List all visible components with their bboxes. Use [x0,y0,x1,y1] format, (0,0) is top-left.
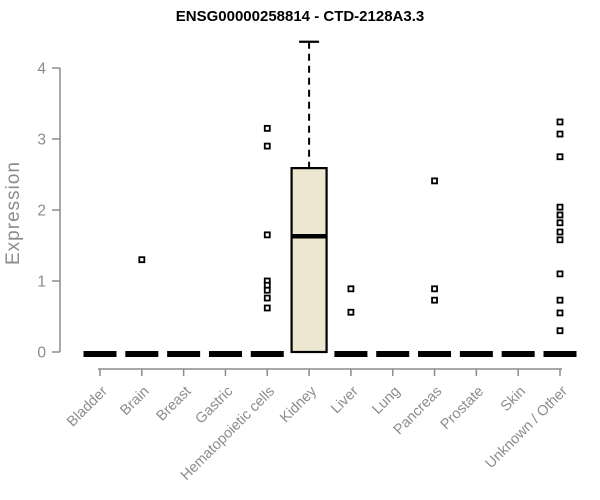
outlier-point [263,124,271,132]
boxplot-skin [501,351,535,357]
boxplot-prostate [459,351,493,357]
collapsed-box [501,351,535,357]
x-tick-label-liver: Liver [328,383,362,417]
outlier-point [556,296,564,304]
y-axis: 0 1 2 3 4 [37,61,61,362]
x-tick-label-kidney: Kidney [277,383,320,426]
boxplot-unknown-other [543,118,577,357]
boxplot-pancreas [418,177,452,357]
boxplot-brain [125,256,159,357]
collapsed-box [83,351,117,357]
collapsed-box [208,351,242,357]
y-tick-label: 2 [37,203,46,220]
collapsed-box [250,351,284,357]
outlier-point [431,296,438,304]
outlier-point [431,177,438,185]
y-tick-label: 4 [37,61,46,78]
collapsed-box [334,351,368,357]
outlier-point [263,304,271,312]
outlier-point [556,130,564,138]
outlier-point [263,294,271,302]
collapsed-box [459,351,493,357]
x-tick-label-lung: Lung [369,384,403,418]
boxplot-gastric [208,351,242,357]
x-tick-label-bladder: Bladder [64,383,111,430]
outlier-point [556,228,564,236]
box [290,167,328,354]
boxplot-kidney [290,40,328,354]
outlier-point [347,308,355,316]
outlier-point [263,286,271,294]
x-tick-label-breast: Breast [154,384,195,425]
x-tick-label-skin: Skin [498,384,529,415]
y-tick-label: 3 [37,132,46,149]
outlier-point [556,118,564,126]
collapsed-box [418,351,452,357]
outlier-point [556,270,564,278]
y-tick-label: 1 [37,274,46,291]
collapsed-box [125,351,159,357]
outlier-point [556,211,564,219]
boxplot-hematopoietic-cells [250,124,284,357]
boxplot-liver [334,285,368,357]
boxplot-bladder [83,351,117,357]
boxplot-lung [376,351,410,357]
y-tick-label: 0 [37,345,46,362]
boxplot-breast [167,351,201,357]
outlier-point [347,285,355,293]
outlier-point [556,327,564,335]
collapsed-box [167,351,201,357]
chart-title: ENSG00000258814 - CTD-2128A3.3 [175,8,425,25]
outlier-point [431,285,438,293]
outlier-point [263,142,271,150]
outlier-point [556,236,564,244]
outlier-point [556,153,564,161]
outlier-point [263,231,271,239]
collapsed-box [543,351,577,357]
outlier-point [138,256,146,264]
outlier-point [556,203,564,211]
x-tick-label-prostate: Prostate [438,384,487,433]
outlier-point [556,309,564,317]
x-tick-label-brain: Brain [117,384,152,419]
collapsed-box [376,351,410,357]
outlier-point [556,219,564,227]
